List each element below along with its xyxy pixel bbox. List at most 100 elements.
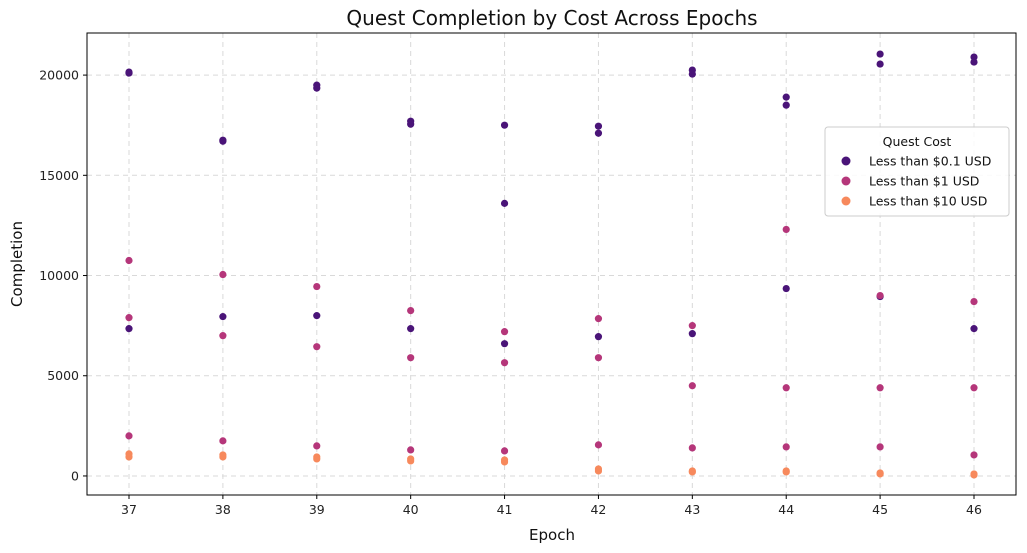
data-point — [970, 297, 978, 306]
data-point — [407, 457, 415, 465]
data-point — [125, 453, 133, 461]
data-point — [782, 284, 790, 293]
data-point — [876, 50, 884, 58]
data-point — [688, 330, 696, 338]
data-point — [688, 322, 696, 330]
data-point — [594, 354, 603, 362]
data-point — [594, 129, 603, 137]
x-tick-label: 40 — [403, 502, 419, 517]
series-2 — [125, 225, 978, 459]
legend-marker — [841, 156, 851, 166]
data-point — [313, 81, 321, 89]
data-point — [594, 441, 603, 449]
data-point — [594, 333, 603, 341]
data-point — [876, 384, 884, 392]
x-axis-label: Epoch — [529, 526, 575, 544]
y-tick-label: 15000 — [39, 168, 79, 183]
data-point — [782, 93, 790, 101]
data-point — [876, 443, 884, 451]
data-point — [782, 468, 790, 476]
data-point — [500, 121, 509, 129]
data-point — [970, 325, 978, 333]
data-point — [782, 101, 790, 109]
data-point — [407, 117, 415, 125]
x-tick-label: 38 — [215, 502, 231, 517]
data-point — [125, 432, 133, 440]
chart-title: Quest Completion by Cost Across Epochs — [346, 6, 757, 30]
data-point — [688, 70, 696, 78]
data-point — [219, 332, 227, 340]
legend-label: Less than $1 USD — [869, 174, 979, 189]
legend-marker — [841, 196, 851, 206]
legend-label: Less than $0.1 USD — [869, 154, 991, 169]
data-point — [125, 68, 133, 76]
data-point — [594, 122, 603, 130]
x-tick-label: 41 — [497, 502, 513, 517]
data-point — [219, 453, 227, 461]
data-point — [500, 340, 509, 348]
data-point — [594, 315, 603, 323]
data-point — [500, 199, 509, 207]
legend-label: Less than $10 USD — [869, 194, 987, 209]
data-point — [970, 451, 978, 459]
data-point — [219, 313, 227, 321]
data-point — [500, 458, 509, 466]
data-point — [313, 343, 321, 351]
data-point — [313, 455, 321, 463]
data-point — [407, 325, 415, 333]
y-tick-label: 20000 — [39, 68, 79, 83]
data-point — [500, 328, 509, 336]
x-tick-label: 46 — [966, 502, 982, 517]
data-point — [219, 270, 227, 279]
data-point — [500, 447, 509, 455]
data-point — [688, 468, 696, 476]
data-point — [313, 282, 321, 291]
data-point — [876, 291, 884, 300]
data-point — [313, 312, 321, 320]
y-tick-label: 5000 — [47, 368, 79, 383]
x-tick-label: 42 — [590, 502, 606, 517]
data-point — [500, 359, 509, 367]
legend-box — [824, 126, 1010, 217]
legend: Quest Cost Less than $0.1 USD Less than $… — [824, 126, 1010, 217]
legend-title: Quest Cost — [883, 134, 952, 149]
data-point — [688, 382, 696, 390]
data-point — [876, 470, 884, 478]
data-point — [782, 443, 790, 451]
x-tick-label: 43 — [684, 502, 700, 517]
data-point — [594, 467, 603, 475]
x-axis-ticks: 37 38 39 40 41 42 43 44 45 46 — [121, 495, 982, 517]
data-point — [313, 442, 321, 450]
data-point — [782, 225, 790, 234]
series-3 — [125, 450, 978, 479]
data-point — [125, 325, 133, 333]
data-point — [407, 307, 415, 315]
data-point — [219, 437, 227, 445]
x-tick-label: 45 — [872, 502, 888, 517]
data-point — [125, 314, 133, 322]
y-axis-ticks: 0 5000 10000 15000 20000 — [39, 68, 87, 483]
y-tick-label: 0 — [71, 468, 79, 483]
data-point — [970, 58, 978, 66]
x-tick-label: 39 — [309, 502, 325, 517]
legend-marker — [841, 176, 851, 186]
data-point — [782, 384, 790, 392]
x-tick-label: 44 — [778, 502, 794, 517]
x-tick-label: 37 — [121, 502, 137, 517]
grid — [87, 33, 1016, 495]
data-points — [125, 50, 978, 479]
data-point — [219, 136, 227, 144]
data-point — [970, 384, 978, 392]
data-point — [407, 446, 415, 454]
y-tick-label: 10000 — [39, 268, 79, 283]
y-axis-label: Completion — [8, 221, 26, 307]
plot-frame — [86, 32, 1017, 496]
data-point — [970, 471, 978, 479]
data-point — [876, 60, 884, 68]
data-point — [407, 354, 415, 362]
data-point — [125, 256, 133, 265]
data-point — [688, 444, 696, 452]
data-point — [970, 53, 978, 61]
